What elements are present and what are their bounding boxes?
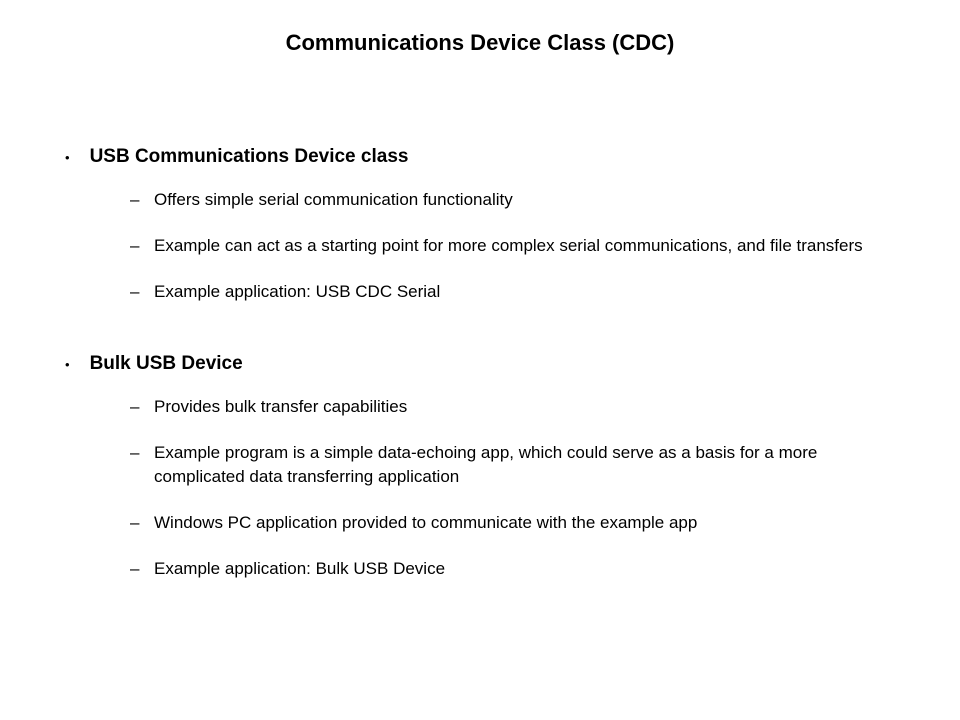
sub-bullet-marker: – [130,190,142,210]
section-2-heading: • Bulk USB Device [60,353,900,375]
item-text: Provides bulk transfer capabilities [154,395,407,419]
item-text: Example program is a simple data-echoing… [154,441,900,489]
sub-bullet-marker: – [130,236,142,256]
list-item: – Example program is a simple data-echoi… [130,441,900,489]
sub-bullet-marker: – [130,513,142,533]
section-1-heading: • USB Communications Device class [60,146,900,168]
heading-text: Bulk USB Device [90,353,243,375]
list-item: – Offers simple serial communication fun… [130,188,900,212]
item-text: Offers simple serial communication funct… [154,188,513,212]
list-item: – Example application: USB CDC Serial [130,280,900,304]
bullet-marker: • [65,358,70,371]
slide-title: Communications Device Class (CDC) [60,30,900,56]
heading-text: USB Communications Device class [90,146,409,168]
list-item: – Example application: Bulk USB Device [130,557,900,581]
section-1-items: – Offers simple serial communication fun… [130,188,900,303]
section-2-items: – Provides bulk transfer capabilities – … [130,395,900,580]
item-text: Windows PC application provided to commu… [154,511,697,535]
sub-bullet-marker: – [130,397,142,417]
item-text: Example application: USB CDC Serial [154,280,440,304]
section-1: • USB Communications Device class – Offe… [60,146,900,303]
list-item: – Windows PC application provided to com… [130,511,900,535]
item-text: Example application: Bulk USB Device [154,557,445,581]
section-2: • Bulk USB Device – Provides bulk transf… [60,353,900,580]
sub-bullet-marker: – [130,282,142,302]
item-text: Example can act as a starting point for … [154,234,863,258]
bullet-marker: • [65,151,70,164]
sub-bullet-marker: – [130,559,142,579]
list-item: – Example can act as a starting point fo… [130,234,900,258]
sub-bullet-marker: – [130,443,142,463]
list-item: – Provides bulk transfer capabilities [130,395,900,419]
